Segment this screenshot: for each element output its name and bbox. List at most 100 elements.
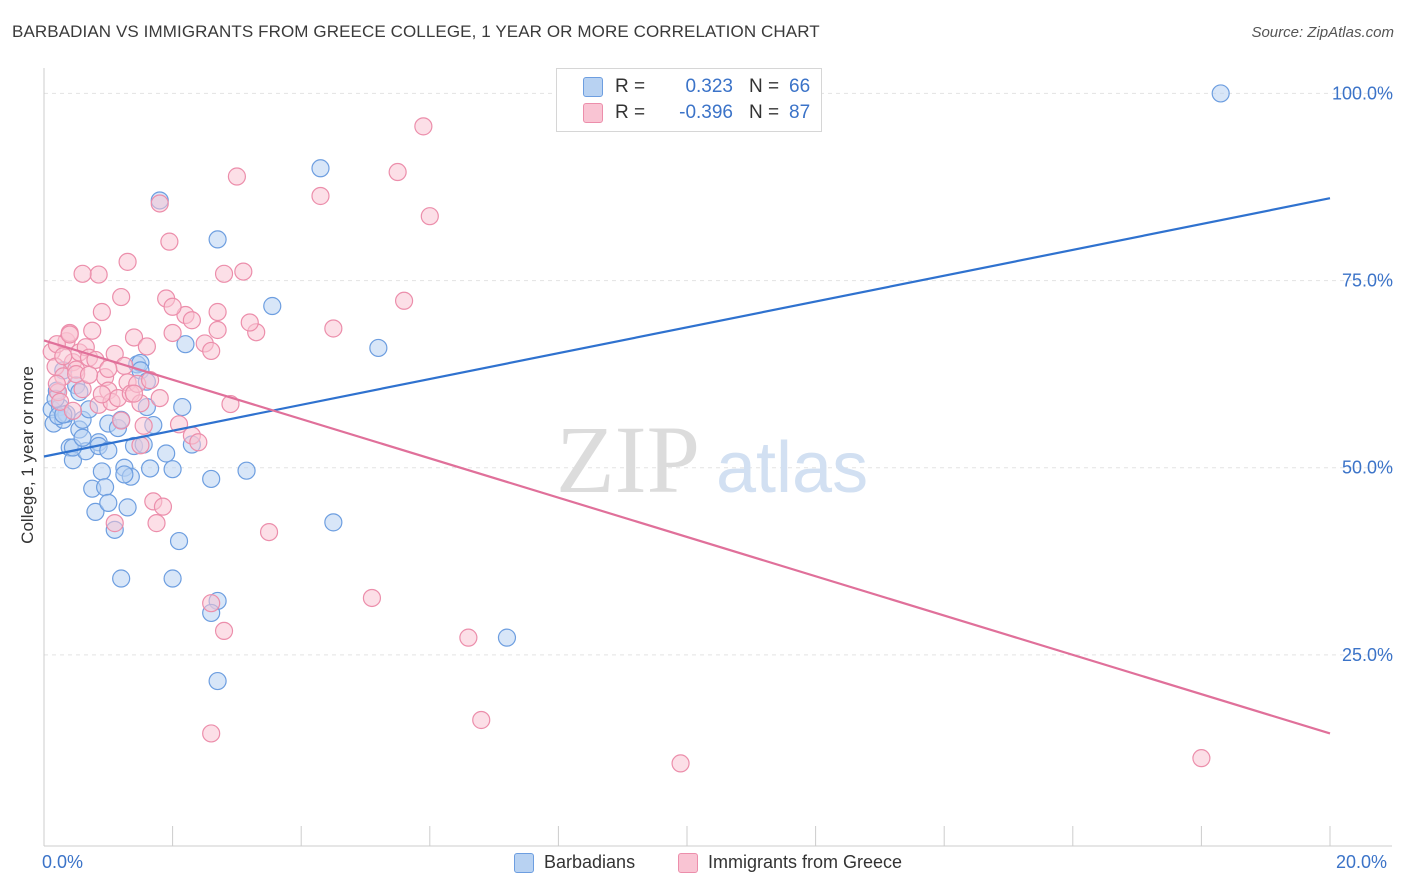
barbadians-point bbox=[369, 338, 388, 358]
greece-point bbox=[362, 588, 382, 608]
y-axis-label: College, 1 year or more bbox=[18, 366, 37, 544]
greece-point bbox=[394, 291, 414, 310]
barbadians-point bbox=[99, 441, 118, 460]
greece-point bbox=[214, 264, 234, 283]
greece-point bbox=[153, 497, 173, 516]
greece-point bbox=[324, 319, 343, 338]
greece-point bbox=[92, 385, 111, 404]
barbadians-point bbox=[92, 462, 111, 481]
barbadians-points bbox=[42, 84, 1230, 691]
legend-swatch-blue bbox=[583, 77, 603, 97]
x-tick-label-max: 20.0% bbox=[1336, 852, 1388, 872]
greece-point bbox=[124, 328, 144, 347]
axes bbox=[43, 68, 1392, 847]
greece-point bbox=[208, 320, 227, 340]
legend-r-value: 0.323 bbox=[685, 76, 733, 97]
chart-title: BARBADIAN VS IMMIGRANTS FROM GREECE COLL… bbox=[12, 22, 820, 41]
correlation-legend: R = 0.323 N = 66 R = -0.396 N = 87 bbox=[556, 68, 822, 132]
greece-point bbox=[259, 522, 279, 542]
barbadians-point bbox=[140, 459, 160, 478]
greece-point bbox=[1192, 749, 1211, 768]
y-tick-label: 100.0% bbox=[1332, 83, 1393, 103]
greece-point bbox=[163, 297, 182, 316]
y-tick-label: 50.0% bbox=[1342, 458, 1393, 478]
greece-trend-line bbox=[43, 339, 1331, 735]
series-legend-label: Barbadians bbox=[544, 852, 636, 872]
greece-point bbox=[414, 117, 433, 136]
greece-point bbox=[150, 388, 169, 408]
series-legend-barbadians[interactable]: Barbadians bbox=[514, 852, 635, 873]
y-tick-label: 75.0% bbox=[1342, 271, 1393, 291]
watermark-zip: ZIP bbox=[556, 406, 700, 513]
barbadians-point bbox=[169, 531, 189, 551]
greece-point bbox=[311, 186, 330, 206]
greece-point bbox=[92, 302, 111, 322]
greece-point bbox=[234, 262, 253, 281]
greece-point bbox=[89, 265, 108, 284]
greece-point bbox=[137, 337, 156, 356]
barbadians-point bbox=[311, 159, 330, 178]
series-legend-label: Immigrants from Greece bbox=[708, 852, 903, 872]
legend-r-value: -0.396 bbox=[679, 102, 733, 123]
greece-point bbox=[182, 311, 201, 330]
greece-point bbox=[388, 162, 407, 182]
legend-n-value: 87 bbox=[789, 102, 811, 123]
series-legend-greece[interactable]: Immigrants from Greece bbox=[678, 852, 902, 873]
barbadians-point bbox=[237, 461, 256, 480]
greece-point bbox=[60, 325, 79, 344]
greece-point bbox=[202, 594, 221, 613]
legend-swatch-pink bbox=[583, 103, 603, 123]
barbadians-point bbox=[118, 498, 137, 517]
greece-point bbox=[240, 313, 259, 332]
legend-n-label: N = bbox=[749, 76, 780, 97]
greece-point bbox=[112, 287, 131, 307]
greece-point bbox=[160, 232, 179, 251]
barbadians-point bbox=[202, 469, 221, 489]
barbadians-point bbox=[263, 296, 282, 316]
barbadians-point bbox=[173, 397, 192, 417]
greece-point bbox=[208, 302, 227, 322]
greece-point bbox=[147, 514, 166, 533]
y-tick-labels: 25.0% 50.0% 75.0% 100.0% bbox=[1332, 83, 1393, 664]
legend-r-label: R = bbox=[615, 76, 646, 97]
barbadians-point bbox=[99, 493, 118, 512]
barbadians-point bbox=[86, 502, 105, 521]
gridlines bbox=[44, 92, 1392, 656]
legend-row-barbadians: R = 0.323 N = 66 bbox=[583, 74, 810, 100]
greece-point bbox=[202, 724, 221, 743]
greece-point bbox=[79, 365, 99, 384]
greece-point bbox=[112, 411, 131, 430]
y-tick-label: 25.0% bbox=[1342, 645, 1393, 665]
greece-point bbox=[189, 433, 208, 452]
greece-point bbox=[134, 416, 153, 435]
legend-row-greece: R = -0.396 N = 87 bbox=[583, 100, 810, 126]
source-label: Source: ZipAtlas.com bbox=[1251, 24, 1394, 41]
greece-point bbox=[671, 754, 690, 773]
watermark: ZIP atlas bbox=[556, 406, 868, 513]
legend-n-value: 66 bbox=[789, 76, 811, 97]
barbadians-point bbox=[115, 465, 134, 484]
greece-point bbox=[63, 401, 83, 420]
barbadians-trend-line bbox=[43, 197, 1331, 458]
greece-point bbox=[459, 628, 478, 647]
trend-lines bbox=[43, 197, 1331, 735]
greece-point bbox=[54, 347, 73, 366]
barbadians-point bbox=[73, 428, 92, 447]
greece-point bbox=[227, 167, 246, 186]
greece-point bbox=[420, 207, 439, 226]
legend-r-label: R = bbox=[615, 102, 646, 123]
barbadians-point bbox=[163, 460, 182, 479]
greece-point bbox=[163, 323, 182, 343]
greece-point bbox=[47, 374, 66, 393]
barbadians-point bbox=[176, 335, 195, 354]
greece-point bbox=[202, 341, 221, 361]
barbadians-point bbox=[163, 569, 182, 588]
series-swatch-pink bbox=[678, 852, 698, 873]
series-legend: Barbadians Immigrants from Greece bbox=[0, 852, 1406, 876]
legend-n-label: N = bbox=[749, 102, 780, 123]
barbadians-point bbox=[497, 628, 517, 647]
barbadians-point bbox=[112, 569, 131, 588]
greece-point bbox=[83, 321, 102, 340]
watermark-atlas: atlas bbox=[716, 428, 868, 508]
greece-point bbox=[124, 384, 144, 403]
